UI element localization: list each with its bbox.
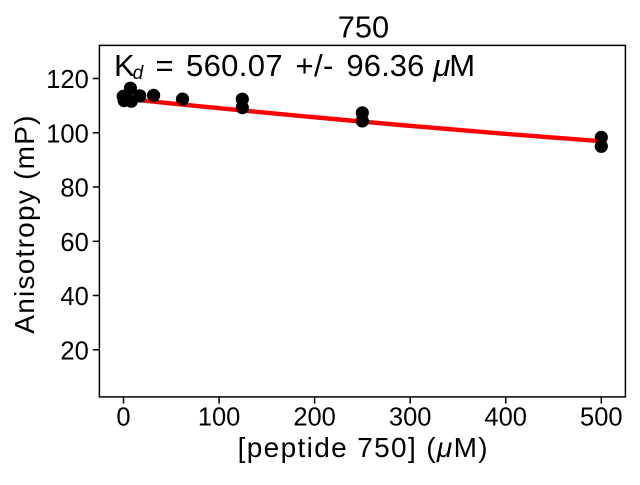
svg-text:40: 40 bbox=[60, 283, 88, 311]
svg-text:750: 750 bbox=[338, 10, 389, 45]
svg-text:120: 120 bbox=[46, 66, 89, 94]
svg-text:K: K bbox=[114, 48, 135, 83]
svg-text:100: 100 bbox=[198, 403, 241, 431]
svg-text:560.07: 560.07 bbox=[186, 48, 283, 83]
svg-text:60: 60 bbox=[60, 229, 88, 257]
svg-text:=: = bbox=[156, 48, 174, 83]
svg-text:d: d bbox=[133, 63, 145, 84]
svg-text:500: 500 bbox=[580, 403, 623, 431]
svg-text:400: 400 bbox=[484, 403, 527, 431]
svg-text:20: 20 bbox=[60, 337, 88, 365]
svg-text:96.36: 96.36 bbox=[346, 48, 424, 83]
svg-text:μ: μ bbox=[432, 48, 450, 83]
svg-text:Anisotropy (mP): Anisotropy (mP) bbox=[9, 114, 40, 333]
svg-text:80: 80 bbox=[60, 175, 88, 203]
svg-text:0: 0 bbox=[116, 403, 130, 431]
svg-text:+/-: +/- bbox=[296, 48, 334, 83]
svg-text:100: 100 bbox=[46, 120, 89, 148]
svg-text:300: 300 bbox=[389, 403, 432, 431]
svg-text:M: M bbox=[449, 48, 475, 83]
svg-text:200: 200 bbox=[293, 403, 336, 431]
svg-text:[peptide 750] (μM): [peptide 750] (μM) bbox=[238, 432, 489, 463]
